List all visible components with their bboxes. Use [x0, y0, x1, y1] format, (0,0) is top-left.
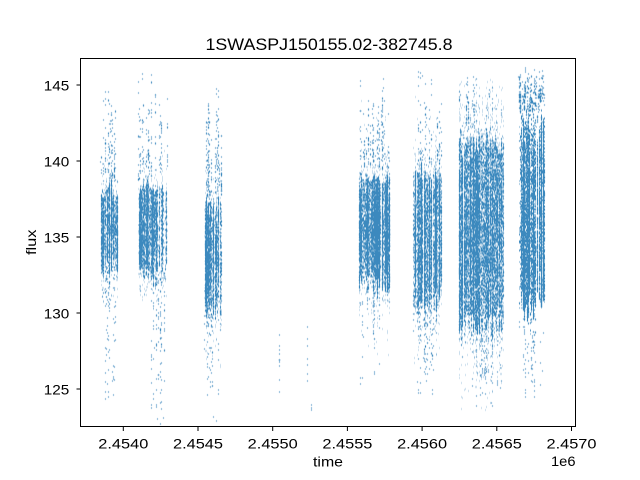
- svg-text:145: 145: [44, 78, 70, 94]
- svg-text:2.4555: 2.4555: [322, 435, 372, 451]
- svg-text:2.4570: 2.4570: [547, 435, 597, 451]
- svg-text:130: 130: [44, 306, 70, 322]
- svg-text:1SWASPJ150155.02-382745.8: 1SWASPJ150155.02-382745.8: [206, 35, 453, 54]
- svg-text:2.4540: 2.4540: [98, 435, 148, 451]
- svg-text:time: time: [313, 453, 343, 469]
- svg-text:140: 140: [44, 154, 70, 170]
- svg-text:2.4545: 2.4545: [173, 435, 223, 451]
- svg-text:2.4560: 2.4560: [397, 435, 447, 451]
- svg-text:125: 125: [44, 382, 70, 398]
- svg-text:135: 135: [44, 230, 70, 246]
- svg-text:flux: flux: [23, 229, 39, 255]
- svg-text:2.4550: 2.4550: [248, 435, 298, 451]
- svg-text:2.4565: 2.4565: [472, 435, 522, 451]
- svg-text:1e6: 1e6: [551, 453, 576, 469]
